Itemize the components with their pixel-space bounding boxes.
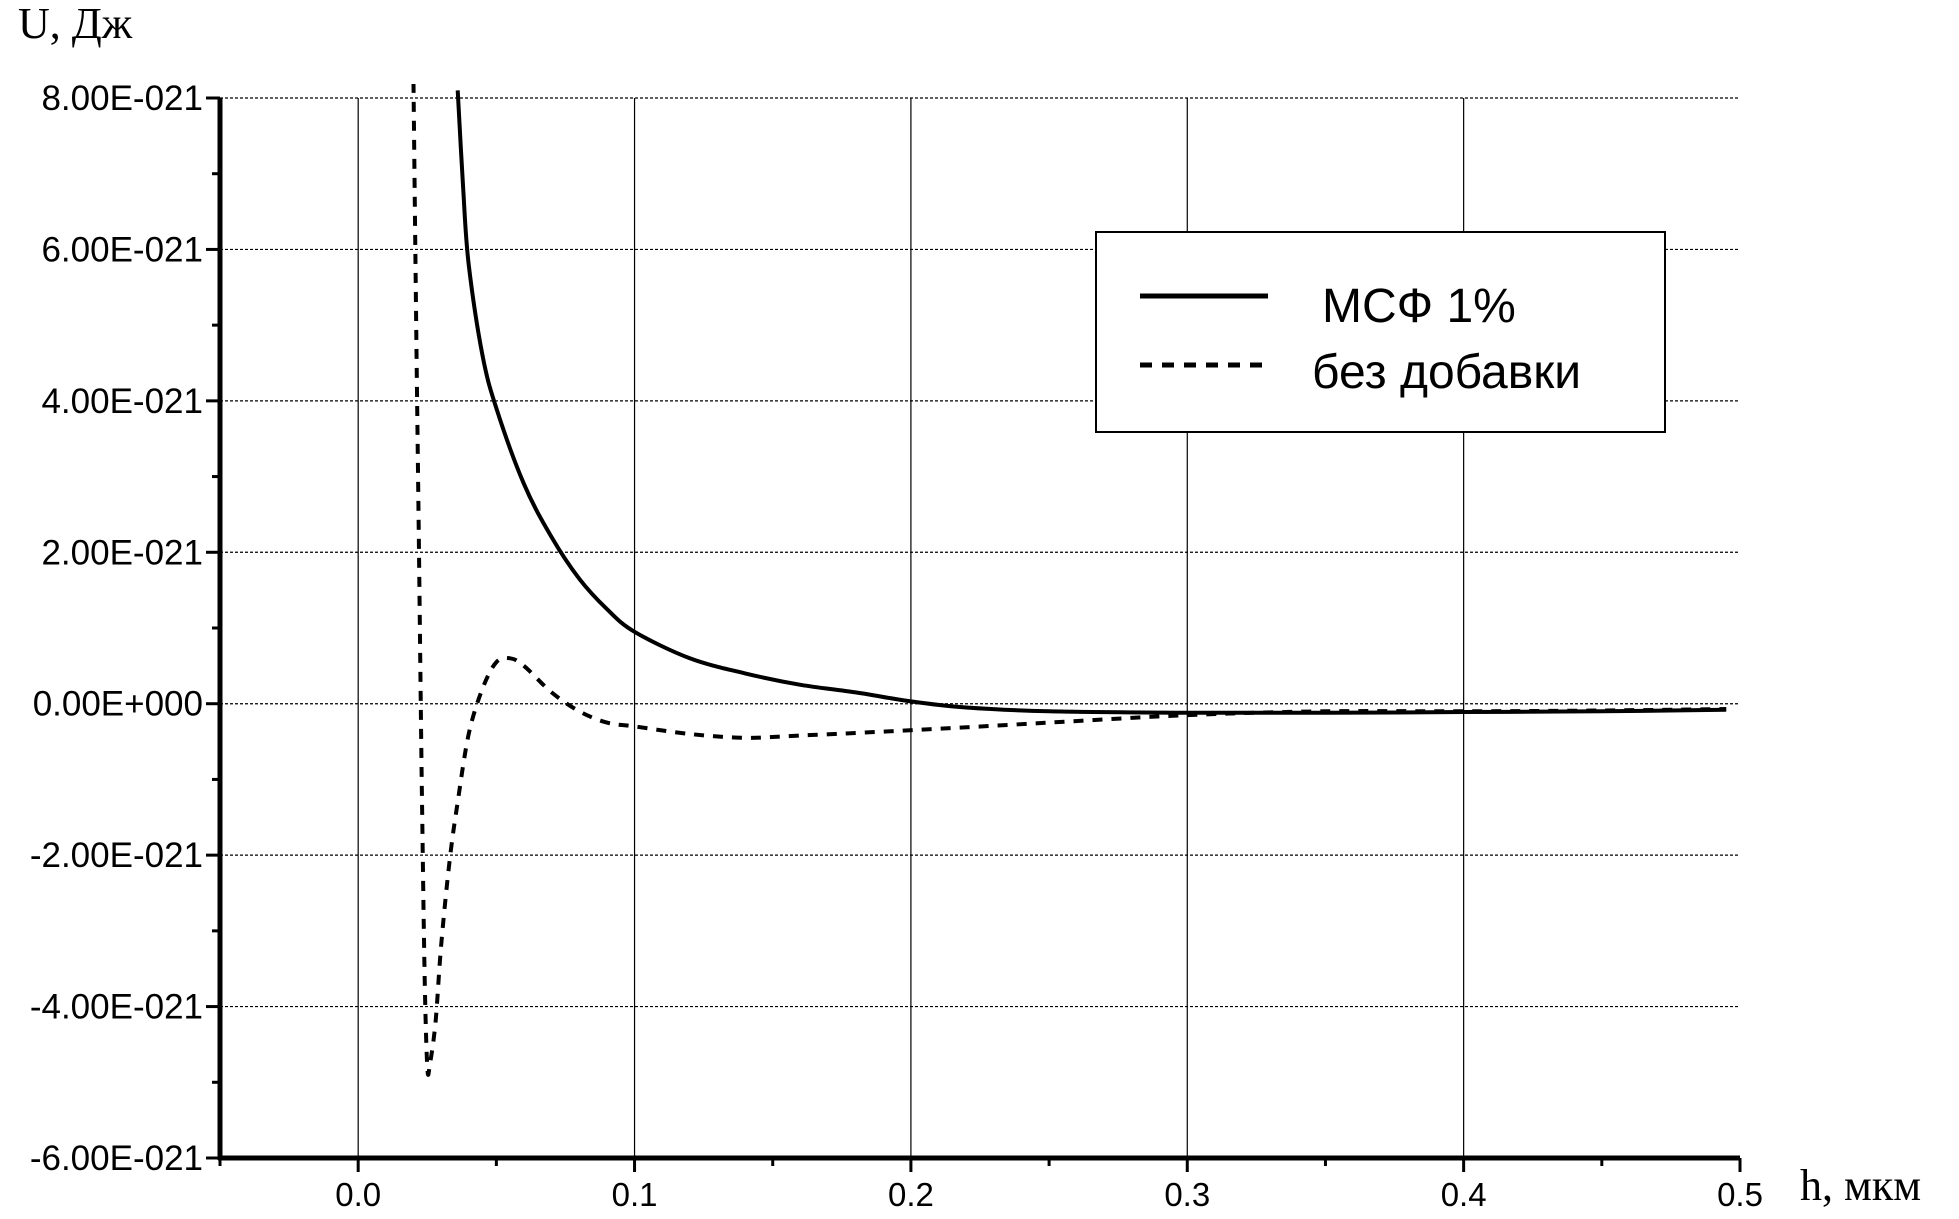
legend-label-no-additive: без добавки — [1312, 346, 1581, 399]
x-tick-label: 0.0 — [335, 1176, 381, 1213]
y-tick-label: 8.00E-021 — [41, 79, 203, 118]
x-tick-label: 0.4 — [1441, 1176, 1487, 1213]
y-axis-title: U, Дж — [18, 0, 133, 48]
axes — [206, 96, 1742, 1172]
x-tick-label: 0.3 — [1164, 1176, 1210, 1213]
x-tick-label: 0.1 — [612, 1176, 658, 1213]
y-tick-label: -6.00E-021 — [30, 1139, 203, 1178]
series-line-no-additive — [411, 84, 1727, 1077]
y-tick-label: 4.00E-021 — [41, 382, 203, 421]
tick-labels: 8.00E-0216.00E-0214.00E-0212.00E-0210.00… — [30, 79, 1763, 1213]
y-tick-label: 2.00E-021 — [41, 533, 203, 572]
x-tick-label: 0.2 — [888, 1176, 934, 1213]
y-tick-label: 0.00E+000 — [33, 685, 203, 724]
legend-box — [1095, 231, 1666, 433]
y-tick-label: 6.00E-021 — [41, 230, 203, 269]
legend: МСФ 1% без добавки — [1095, 231, 1666, 433]
y-tick-label: -2.00E-021 — [30, 836, 203, 875]
x-tick-label: 0.5 — [1717, 1176, 1763, 1213]
legend-label-msf: МСФ 1% — [1322, 280, 1516, 333]
series-layer — [411, 84, 1727, 1077]
x-axis-title: h, мкм — [1800, 1161, 1921, 1210]
y-tick-label: -4.00E-021 — [30, 988, 203, 1027]
